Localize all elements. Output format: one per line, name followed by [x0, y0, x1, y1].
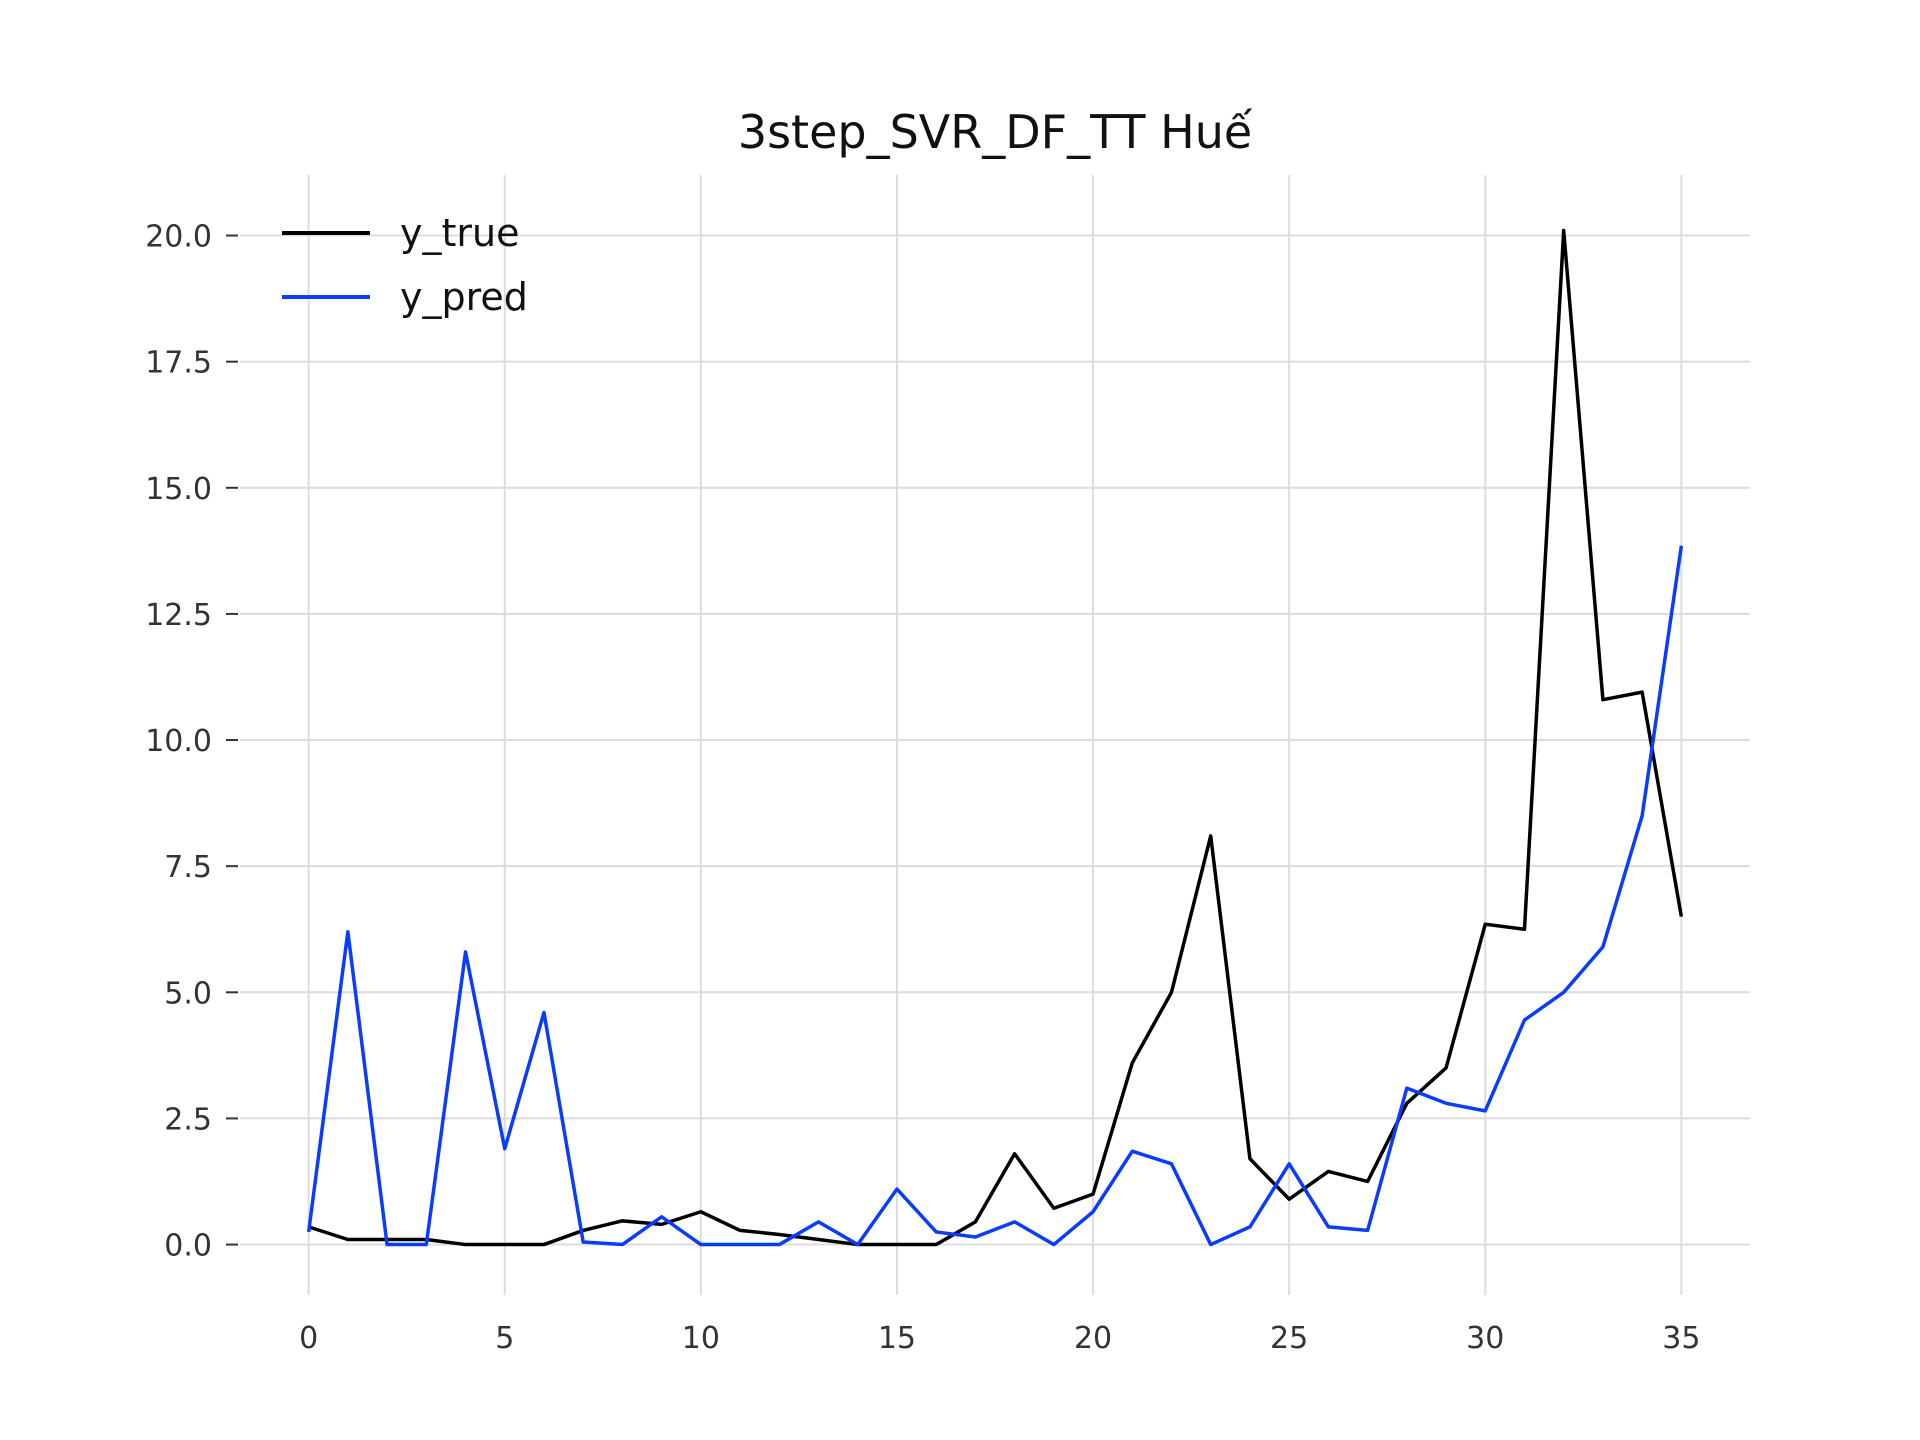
legend-label-y-pred: y_pred — [400, 275, 528, 319]
y-tick-label: 20.0 — [145, 220, 212, 255]
x-tick-label: 0 — [299, 1321, 318, 1356]
y-tick-label: 12.5 — [145, 598, 212, 633]
x-tick-label: 10 — [682, 1321, 720, 1356]
x-tick-label: 15 — [878, 1321, 916, 1356]
legend-label-y-true: y_true — [400, 211, 519, 255]
x-tick-label: 5 — [495, 1321, 514, 1356]
y-tick-label: 2.5 — [164, 1102, 212, 1137]
axes: 0 5 10 15 20 25 30 35 0.0 2.5 5.0 7.5 10.0 12.5 15.0 17… — [145, 220, 1700, 1356]
series — [306, 228, 1684, 1247]
y-tick-label: 5.0 — [164, 976, 212, 1011]
y-tick-label: 0.0 — [164, 1229, 212, 1264]
grid — [240, 175, 1750, 1295]
y-tick-label: 15.0 — [145, 472, 212, 507]
x-tick-label: 30 — [1466, 1321, 1504, 1356]
y-tick-label: 10.0 — [145, 724, 212, 759]
series-line-y-pred — [306, 545, 1684, 1247]
series-line-y-true — [308, 228, 1684, 1247]
x-tick-label: 35 — [1662, 1321, 1700, 1356]
y-tick-label: 7.5 — [164, 850, 212, 885]
chart-title: 3step_SVR_DF_TT Huế — [738, 105, 1253, 159]
x-tick-label: 25 — [1270, 1321, 1308, 1356]
y-tick-label: 17.5 — [145, 346, 212, 381]
x-tick-label: 20 — [1074, 1321, 1112, 1356]
legend: y_true y_pred — [282, 211, 528, 319]
